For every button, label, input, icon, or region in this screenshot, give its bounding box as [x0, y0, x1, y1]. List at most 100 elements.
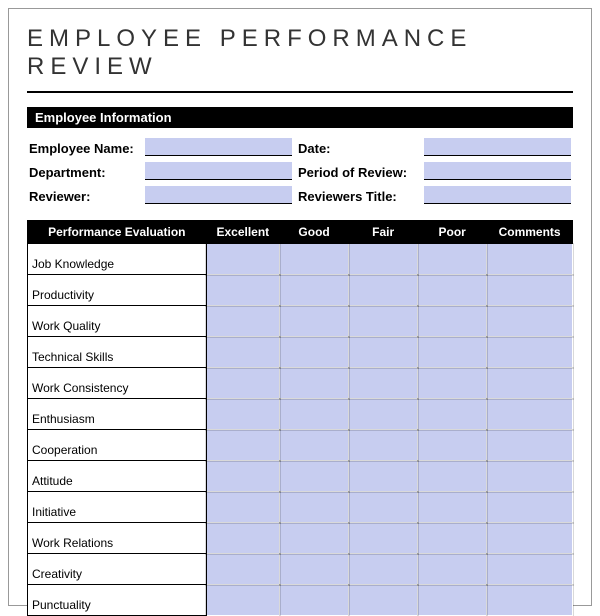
comments-cell[interactable]: [487, 368, 573, 399]
reviewer-label: Reviewer:: [29, 189, 139, 204]
rating-cell[interactable]: [280, 430, 349, 461]
rating-cell[interactable]: [349, 492, 418, 523]
rating-cell[interactable]: [280, 585, 349, 616]
rating-cell[interactable]: [206, 337, 279, 368]
table-row: Technical Skills: [28, 337, 573, 368]
criteria-cell: Work Quality: [28, 306, 207, 337]
rating-cell[interactable]: [349, 368, 418, 399]
rating-cell[interactable]: [418, 306, 487, 337]
table-row: Work Consistency: [28, 368, 573, 399]
rating-cell[interactable]: [418, 368, 487, 399]
criteria-cell: Job Knowledge: [28, 244, 207, 275]
criteria-cell: Punctuality: [28, 585, 207, 616]
rating-cell[interactable]: [418, 337, 487, 368]
rating-cell[interactable]: [280, 337, 349, 368]
rating-cell[interactable]: [206, 492, 279, 523]
rating-cell[interactable]: [349, 337, 418, 368]
rating-cell[interactable]: [349, 306, 418, 337]
period-field[interactable]: [424, 162, 571, 180]
rating-cell[interactable]: [418, 275, 487, 306]
rating-cell[interactable]: [206, 523, 279, 554]
rating-cell[interactable]: [206, 244, 279, 275]
rating-cell[interactable]: [349, 523, 418, 554]
rating-cell[interactable]: [349, 430, 418, 461]
table-row: Initiative: [28, 492, 573, 523]
department-field[interactable]: [145, 162, 292, 180]
rating-cell[interactable]: [280, 523, 349, 554]
criteria-cell: Cooperation: [28, 430, 207, 461]
rating-cell[interactable]: [418, 244, 487, 275]
rating-cell[interactable]: [418, 399, 487, 430]
rating-cell[interactable]: [206, 430, 279, 461]
header-comments: Comments: [487, 221, 573, 244]
rating-cell[interactable]: [206, 275, 279, 306]
comments-cell[interactable]: [487, 461, 573, 492]
comments-cell[interactable]: [487, 492, 573, 523]
reviewers-title-field[interactable]: [424, 186, 571, 204]
rating-cell[interactable]: [349, 585, 418, 616]
rating-cell[interactable]: [206, 554, 279, 585]
page-title: EMPLOYEE PERFORMANCE REVIEW: [27, 25, 573, 93]
table-row: Punctuality: [28, 585, 573, 616]
rating-cell[interactable]: [206, 368, 279, 399]
rating-cell[interactable]: [280, 492, 349, 523]
evaluation-table: Performance Evaluation Excellent Good Fa…: [27, 220, 573, 616]
header-poor: Poor: [418, 221, 487, 244]
criteria-cell: Enthusiasm: [28, 399, 207, 430]
rating-cell[interactable]: [206, 461, 279, 492]
reviewer-field[interactable]: [145, 186, 292, 204]
table-row: Work Quality: [28, 306, 573, 337]
criteria-cell: Work Relations: [28, 523, 207, 554]
rating-cell[interactable]: [418, 430, 487, 461]
header-excellent: Excellent: [206, 221, 279, 244]
comments-cell[interactable]: [487, 523, 573, 554]
comments-cell[interactable]: [487, 244, 573, 275]
criteria-cell: Productivity: [28, 275, 207, 306]
rating-cell[interactable]: [206, 585, 279, 616]
evaluation-header-row: Performance Evaluation Excellent Good Fa…: [28, 221, 573, 244]
rating-cell[interactable]: [418, 585, 487, 616]
reviewers-title-label: Reviewers Title:: [298, 189, 418, 204]
comments-cell[interactable]: [487, 275, 573, 306]
employee-name-field[interactable]: [145, 138, 292, 156]
comments-cell[interactable]: [487, 337, 573, 368]
rating-cell[interactable]: [206, 399, 279, 430]
rating-cell[interactable]: [280, 306, 349, 337]
rating-cell[interactable]: [280, 399, 349, 430]
rating-cell[interactable]: [280, 244, 349, 275]
criteria-cell: Initiative: [28, 492, 207, 523]
rating-cell[interactable]: [349, 399, 418, 430]
rating-cell[interactable]: [280, 461, 349, 492]
employee-info-grid: Employee Name: Date: Department: Period …: [27, 128, 573, 220]
date-field[interactable]: [424, 138, 571, 156]
criteria-cell: Attitude: [28, 461, 207, 492]
rating-cell[interactable]: [349, 554, 418, 585]
table-row: Productivity: [28, 275, 573, 306]
header-good: Good: [280, 221, 349, 244]
comments-cell[interactable]: [487, 585, 573, 616]
employee-info-header: Employee Information: [27, 107, 573, 128]
rating-cell[interactable]: [280, 368, 349, 399]
employee-name-label: Employee Name:: [29, 141, 139, 156]
header-fair: Fair: [349, 221, 418, 244]
rating-cell[interactable]: [418, 554, 487, 585]
header-criteria: Performance Evaluation: [28, 221, 207, 244]
table-row: Cooperation: [28, 430, 573, 461]
criteria-cell: Technical Skills: [28, 337, 207, 368]
rating-cell[interactable]: [349, 244, 418, 275]
form-page: EMPLOYEE PERFORMANCE REVIEW Employee Inf…: [8, 8, 592, 606]
comments-cell[interactable]: [487, 430, 573, 461]
rating-cell[interactable]: [280, 554, 349, 585]
rating-cell[interactable]: [349, 275, 418, 306]
rating-cell[interactable]: [206, 306, 279, 337]
criteria-cell: Creativity: [28, 554, 207, 585]
table-row: Work Relations: [28, 523, 573, 554]
comments-cell[interactable]: [487, 306, 573, 337]
comments-cell[interactable]: [487, 554, 573, 585]
rating-cell[interactable]: [418, 523, 487, 554]
rating-cell[interactable]: [349, 461, 418, 492]
comments-cell[interactable]: [487, 399, 573, 430]
rating-cell[interactable]: [418, 461, 487, 492]
rating-cell[interactable]: [280, 275, 349, 306]
rating-cell[interactable]: [418, 492, 487, 523]
